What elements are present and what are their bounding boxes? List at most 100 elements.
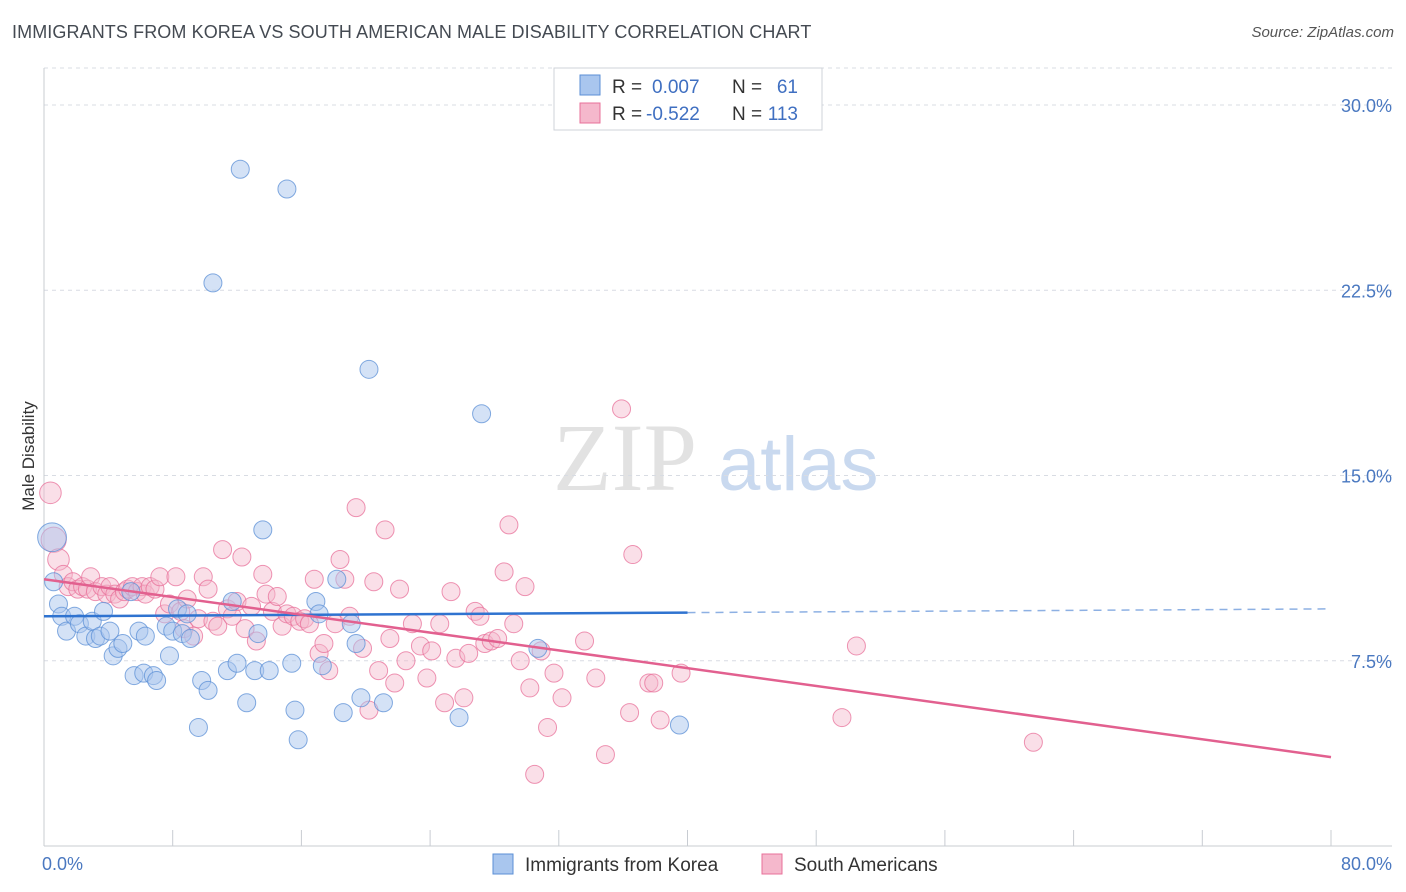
data-point [113, 633, 133, 653]
legend-n-label-south: N = [732, 104, 762, 125]
data-point [327, 569, 347, 589]
data-point [595, 745, 615, 765]
data-point [213, 540, 233, 560]
data-point [147, 671, 167, 691]
data-point [575, 631, 595, 651]
data-point [644, 673, 664, 693]
data-point [612, 399, 632, 419]
legend-swatch-south [579, 102, 601, 124]
y-axis-label: Male Disability [19, 401, 38, 511]
data-point [470, 606, 490, 626]
data-point [832, 708, 852, 728]
y-tick-label: 7.5% [1351, 652, 1392, 672]
data-point [525, 764, 545, 784]
data-point [237, 693, 257, 713]
data-point [364, 572, 384, 592]
watermark-zip: ZIP [553, 404, 697, 511]
data-point [285, 700, 305, 720]
data-point [193, 567, 213, 587]
data-point [230, 159, 250, 179]
data-point [177, 604, 197, 624]
data-point [304, 569, 324, 589]
data-point [227, 653, 247, 673]
legend-r-value-korea: 0.007 [652, 77, 700, 98]
data-point [1023, 732, 1043, 752]
data-point [375, 520, 395, 540]
watermark-atlas: atlas [718, 422, 879, 507]
data-point [232, 547, 252, 567]
data-point [159, 646, 179, 666]
data-point [396, 651, 416, 671]
data-point [351, 688, 371, 708]
data-point [669, 715, 689, 735]
data-point [373, 693, 393, 713]
data-point [150, 567, 170, 587]
watermark: ZIP atlas [553, 404, 879, 511]
data-point [390, 579, 410, 599]
data-point [494, 562, 514, 582]
legend-r-label-south: R = [612, 104, 642, 125]
legend-n-label-korea: N = [732, 77, 762, 98]
data-point [520, 678, 540, 698]
data-point [166, 567, 186, 587]
data-point [203, 273, 223, 293]
data-point [222, 591, 242, 611]
data-point [544, 663, 564, 683]
data-point [430, 614, 450, 634]
data-point [446, 648, 466, 668]
chart-source: Source: ZipAtlas.com [1251, 24, 1394, 41]
data-point [312, 656, 332, 676]
data-point [39, 481, 62, 505]
data-point [333, 703, 353, 723]
data-point [248, 624, 268, 644]
legend-swatch-korea [579, 74, 601, 96]
data-point [472, 404, 492, 424]
bottom-legend-swatch-south [761, 853, 783, 875]
data-point [538, 717, 558, 737]
data-point [449, 708, 469, 728]
data-point [208, 616, 228, 636]
legend-n-value-korea: 61 [777, 77, 798, 98]
stats-legend: R = 0.007 N = 61 R = -0.522 N = 113 [553, 67, 823, 131]
data-point [198, 579, 218, 599]
data-point [510, 651, 530, 671]
data-point [135, 626, 155, 646]
data-point [314, 633, 334, 653]
data-point [410, 636, 430, 656]
data-point [253, 520, 273, 540]
trend-line-korea-extension [687, 608, 1332, 614]
data-point [37, 522, 67, 553]
data-point [623, 545, 643, 565]
data-point [504, 614, 524, 634]
trend-line-south [43, 578, 1332, 759]
data-point [385, 673, 405, 693]
data-point [846, 636, 866, 656]
data-point [422, 641, 442, 661]
data-point [100, 621, 120, 641]
y-tick-label: 22.5% [1341, 281, 1392, 301]
data-point [499, 515, 519, 535]
data-point [515, 577, 535, 597]
data-point [330, 549, 350, 569]
data-point [259, 661, 279, 681]
data-point [253, 564, 273, 584]
x-ticks [43, 830, 1332, 846]
trend-lines [43, 578, 1332, 759]
data-point [346, 498, 366, 518]
series-legend: Immigrants from Korea South Americans [492, 853, 938, 876]
x-tick-label-min: 0.0% [42, 854, 83, 874]
trend-line-korea [43, 611, 688, 618]
data-point [441, 582, 461, 602]
bottom-legend-swatch-korea [492, 853, 514, 875]
data-point [380, 629, 400, 649]
data-point [488, 629, 508, 649]
data-point [586, 668, 606, 688]
data-point [552, 688, 572, 708]
x-tick-label-max: 80.0% [1341, 854, 1392, 874]
data-point [283, 606, 303, 626]
data-point [639, 673, 659, 693]
data-point [417, 668, 437, 688]
data-point [346, 633, 366, 653]
y-tick-label: 15.0% [1341, 467, 1392, 487]
